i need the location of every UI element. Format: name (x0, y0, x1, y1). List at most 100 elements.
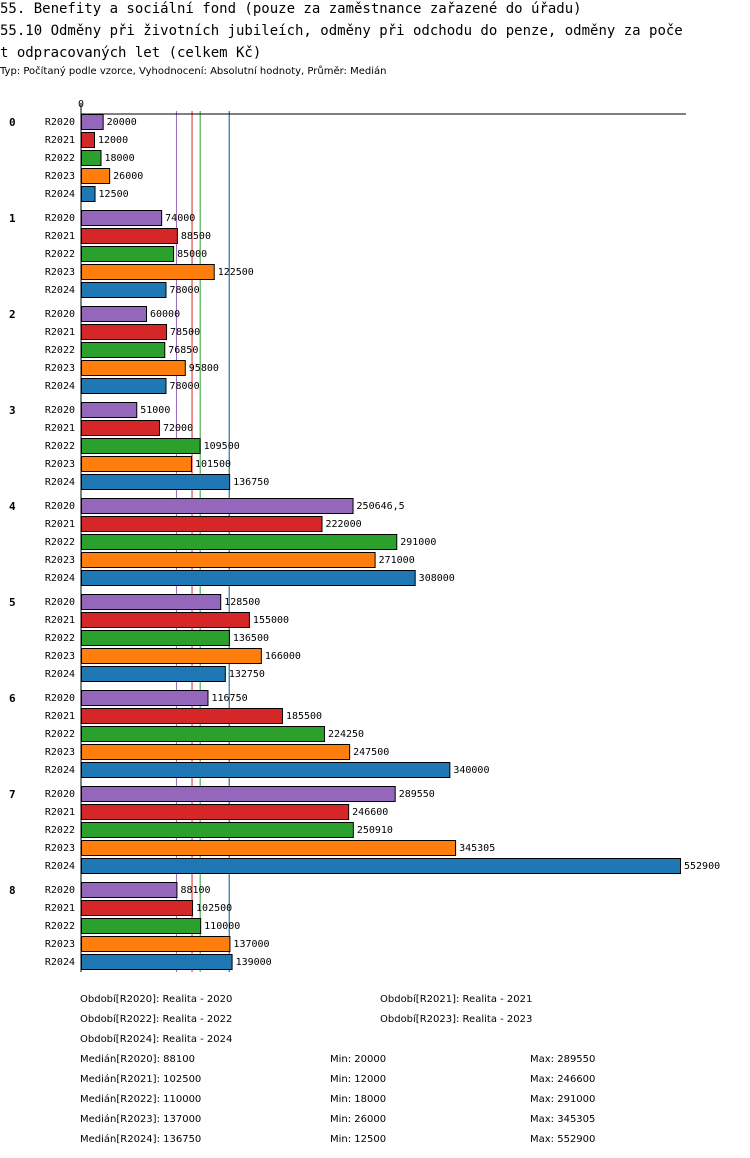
legend-period: Období[R2024]: Realita - 2024 (80, 1034, 233, 1045)
series-label: R2020 (45, 789, 75, 800)
bar-r2022 (81, 150, 102, 166)
data-label: 246600 (352, 807, 388, 818)
bar-r2024 (81, 282, 167, 298)
legend-min: Min: 26000 (330, 1114, 387, 1125)
series-label: R2021 (45, 807, 75, 818)
data-label: 308000 (419, 573, 455, 584)
series-label: R2022 (45, 537, 75, 548)
data-label: 250646,5 (357, 501, 405, 512)
data-label: 51000 (140, 405, 170, 416)
series-label: R2021 (45, 615, 75, 626)
legend-max: Max: 291000 (530, 1094, 596, 1105)
series-label: R2024 (45, 957, 75, 968)
chart-title-line-3: t odpracovaných let (celkem Kč) (0, 45, 262, 61)
bar-r2023 (81, 264, 215, 280)
series-label: R2022 (45, 633, 75, 644)
bar-r2021 (81, 708, 283, 724)
data-label: 222000 (326, 519, 362, 530)
bar-r2020 (81, 690, 209, 706)
bar-r2024 (81, 570, 416, 586)
data-label: 78000 (170, 381, 200, 392)
data-label: 12000 (98, 135, 128, 146)
data-label: 85000 (177, 249, 207, 260)
bar-r2022 (81, 246, 175, 262)
bar-r2020 (81, 498, 354, 514)
bar-r2024 (81, 666, 226, 682)
chart-title-line-2: 55.10 Odměny při životních jubileích, od… (0, 23, 683, 39)
series-label: R2020 (45, 501, 75, 512)
bar-r2020 (81, 882, 178, 898)
data-label: 137000 (233, 939, 269, 950)
data-label: 95800 (189, 363, 219, 374)
data-label: 250910 (357, 825, 393, 836)
bar-r2022 (81, 630, 230, 646)
data-label: 122500 (218, 267, 254, 278)
data-label: 110000 (204, 921, 240, 932)
bar-r2023 (81, 840, 457, 856)
data-label: 116750 (211, 693, 247, 704)
category-label: 6 (9, 692, 16, 705)
category-label: 3 (9, 404, 16, 417)
bar-r2022 (81, 822, 354, 838)
series-label: R2023 (45, 747, 75, 758)
category-label: 0 (9, 116, 16, 129)
legend-median: Medián[R2020]: 88100 (80, 1054, 195, 1065)
series-label: R2020 (45, 885, 75, 896)
data-label: 552900 (684, 861, 720, 872)
series-label: R2022 (45, 729, 75, 740)
series-label: R2021 (45, 423, 75, 434)
legend-min: Min: 12000 (330, 1074, 387, 1085)
bar-r2023 (81, 936, 231, 952)
series-label: R2023 (45, 651, 75, 662)
series-label: R2024 (45, 861, 75, 872)
bar-r2021 (81, 804, 350, 820)
data-label: 88100 (180, 885, 210, 896)
bar-r2024 (81, 762, 451, 778)
data-label: 102500 (196, 903, 232, 914)
data-label: 136750 (233, 477, 269, 488)
series-label: R2020 (45, 213, 75, 224)
series-label: R2022 (45, 825, 75, 836)
bar-r2020 (81, 114, 104, 130)
data-label: 155000 (253, 615, 289, 626)
data-label: 224250 (328, 729, 364, 740)
data-label: 247500 (353, 747, 389, 758)
bar-r2021 (81, 516, 323, 532)
series-label: R2021 (45, 135, 75, 146)
legend-max: Max: 289550 (530, 1054, 596, 1065)
bar-r2024 (81, 186, 96, 202)
legend-median: Medián[R2024]: 136750 (80, 1134, 202, 1145)
bar-r2020 (81, 210, 163, 226)
data-label: 345305 (459, 843, 495, 854)
chart-title-line-1: 55. Benefity a sociální fond (pouze za z… (0, 1, 582, 17)
x-axis-zero-label: 0 (78, 99, 84, 110)
category-label: 8 (9, 884, 16, 897)
series-label: R2022 (45, 153, 75, 164)
chart-subtitle: Typ: Počítaný podle vzorce, Vyhodnocení:… (0, 66, 387, 77)
bar-r2023 (81, 168, 111, 184)
data-label: 166000 (265, 651, 301, 662)
series-label: R2023 (45, 555, 75, 566)
data-label: 78000 (170, 285, 200, 296)
series-label: R2023 (45, 171, 75, 182)
bar-r2020 (81, 402, 138, 418)
data-label: 271000 (379, 555, 415, 566)
data-label: 136500 (233, 633, 269, 644)
series-label: R2021 (45, 519, 75, 530)
data-label: 76850 (168, 345, 198, 356)
series-label: R2023 (45, 939, 75, 950)
bar-r2022 (81, 534, 398, 550)
legend-min: Min: 18000 (330, 1094, 387, 1105)
series-label: R2024 (45, 669, 75, 680)
bar-r2022 (81, 918, 202, 934)
series-label: R2022 (45, 249, 75, 260)
series-label: R2020 (45, 693, 75, 704)
data-label: 340000 (453, 765, 489, 776)
bar-r2021 (81, 612, 250, 628)
series-label: R2024 (45, 285, 75, 296)
bar-r2020 (81, 306, 148, 322)
legend-max: Max: 246600 (530, 1074, 596, 1085)
legend-period: Období[R2021]: Realita - 2021 (380, 994, 533, 1005)
data-label: 101500 (195, 459, 231, 470)
